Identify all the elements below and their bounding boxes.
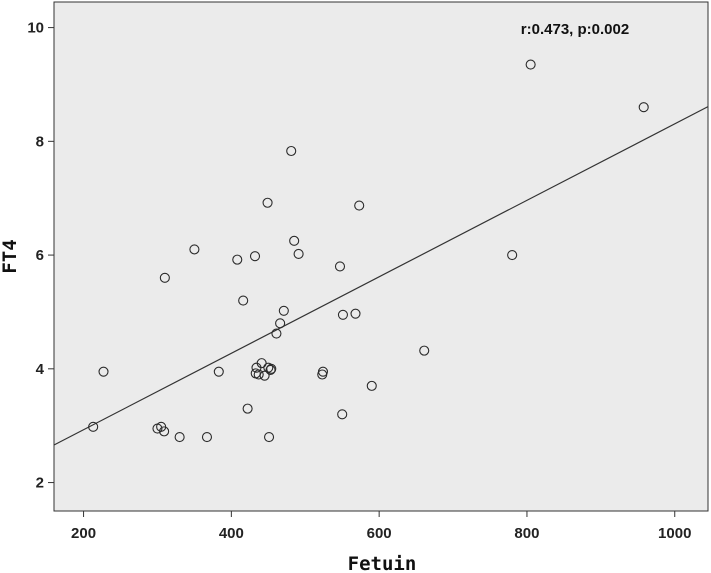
y-tick-label: 6 <box>36 247 44 264</box>
y-tick-label: 8 <box>36 133 44 150</box>
data-point <box>249 251 261 262</box>
data-point <box>278 305 289 316</box>
data-point <box>159 272 170 283</box>
data-point <box>275 318 286 329</box>
data-point <box>213 366 224 377</box>
data-point <box>262 197 273 208</box>
x-axis-ticks: 200 400 600 800 1000 <box>71 511 691 542</box>
correlation-annotation: r:0.473, p:0.002 <box>521 21 629 38</box>
data-point <box>525 59 536 70</box>
data-point <box>419 345 430 356</box>
y-axis-ticks: 2 4 6 8 10 <box>27 20 54 492</box>
data-point <box>201 432 213 443</box>
data-point <box>98 366 109 377</box>
y-tick-label: 10 <box>27 20 44 37</box>
x-axis-title: Fetuin <box>348 553 417 573</box>
data-point <box>189 244 200 255</box>
data-point <box>638 102 649 113</box>
data-point <box>289 235 300 246</box>
data-point <box>337 409 348 420</box>
data-points <box>88 59 649 443</box>
regression-line <box>53 106 709 446</box>
data-point <box>266 363 277 374</box>
data-point <box>366 380 377 391</box>
data-point <box>354 200 365 211</box>
x-tick-label: 800 <box>514 525 539 542</box>
data-point <box>263 432 275 443</box>
data-point <box>259 370 270 381</box>
x-tick-label: 200 <box>71 525 96 542</box>
y-axis-title: FT4 <box>0 239 21 273</box>
data-point <box>293 248 304 259</box>
data-point <box>253 369 264 380</box>
y-tick-label: 2 <box>36 475 44 492</box>
data-point <box>271 328 282 339</box>
x-tick-label: 400 <box>219 525 244 542</box>
y-tick-label: 4 <box>36 361 45 378</box>
data-point <box>232 254 243 265</box>
data-point <box>159 426 170 437</box>
plot-area <box>53 1 709 512</box>
data-point <box>238 295 249 306</box>
data-point <box>265 364 276 376</box>
data-point <box>317 366 329 377</box>
data-point <box>507 250 518 261</box>
data-point <box>242 403 253 414</box>
x-tick-label: 1000 <box>658 525 691 542</box>
data-point <box>174 432 185 443</box>
data-point <box>337 309 348 320</box>
data-point <box>350 308 361 319</box>
data-point <box>286 145 297 157</box>
data-point <box>334 261 346 272</box>
x-tick-label: 600 <box>367 525 392 542</box>
data-point <box>88 421 99 432</box>
